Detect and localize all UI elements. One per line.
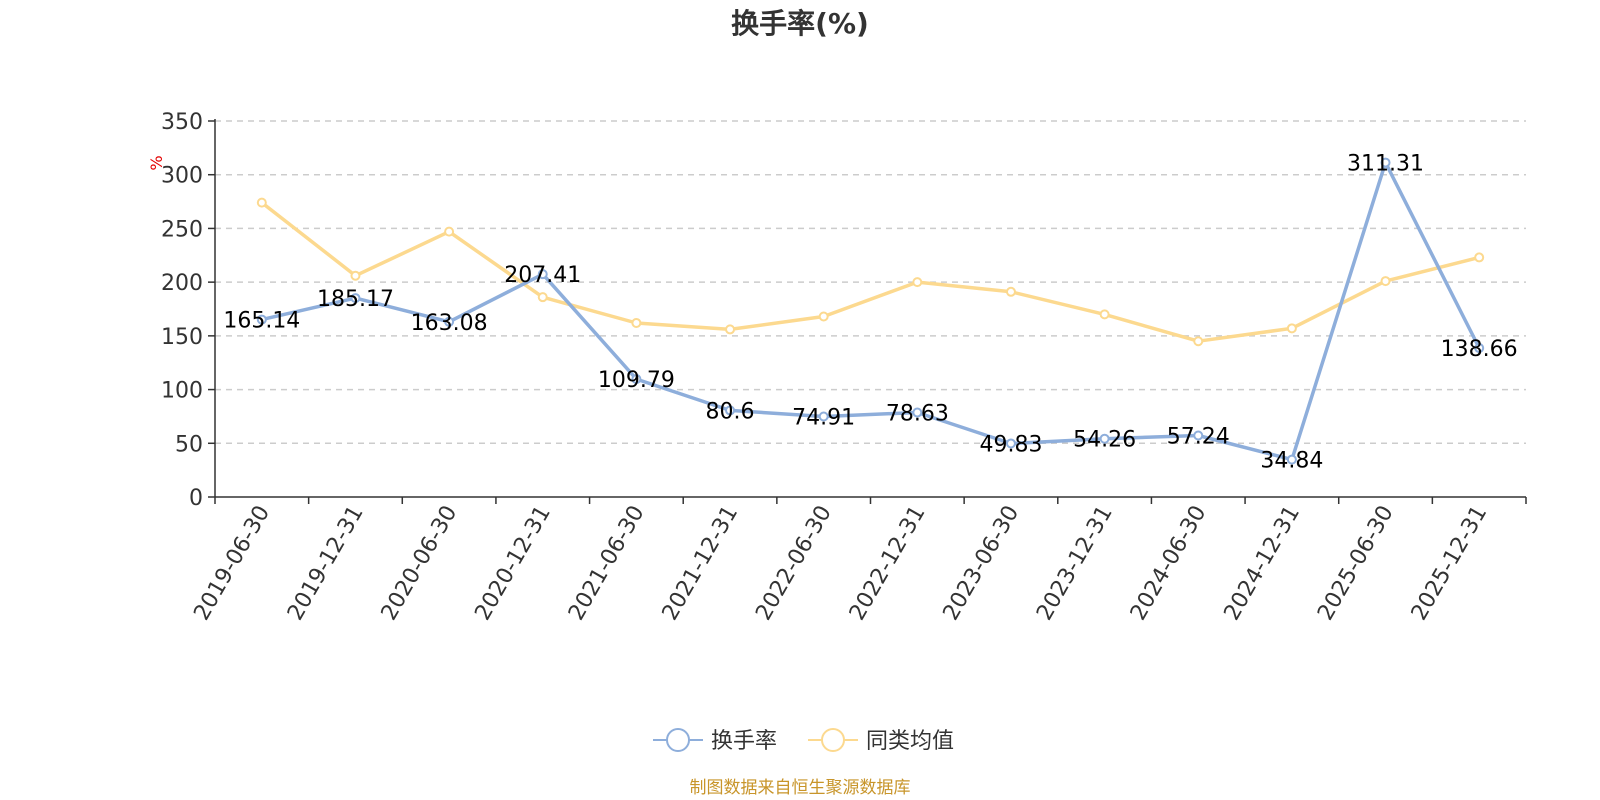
point-换手率-2025-12-31 (1474, 343, 1485, 354)
y-tick-label-250: 250 (161, 217, 203, 242)
x-tick-label-2023-12-31: 2023-12-31 (1032, 502, 1118, 625)
data-label-2019-06-30: 165.14 (223, 309, 300, 334)
point-同类均值-2024-12-31 (1286, 323, 1297, 334)
point-换手率-2023-06-30 (1005, 438, 1016, 449)
point-同类均值-2021-06-30 (631, 317, 642, 328)
y-tick-label-200: 200 (161, 271, 203, 296)
point-同类均值-2021-12-31 (725, 324, 736, 335)
legend[interactable]: 换手率 同类均值 (653, 728, 954, 754)
chart-title: 换手率(%) (731, 7, 869, 40)
point-换手率-2023-12-31 (1099, 433, 1110, 444)
data-label-2024-06-30: 57.24 (1167, 425, 1230, 450)
grid-lines (215, 120, 1526, 445)
series-line-换手率 (261, 160, 1481, 462)
data-label-2025-12-31: 138.66 (1441, 337, 1518, 362)
data-label-2020-06-30: 163.08 (411, 311, 488, 336)
point-同类均值-2022-06-30 (818, 311, 829, 322)
legend-item-换手率[interactable]: 换手率 (653, 728, 777, 754)
y-tick-label-0: 0 (189, 486, 203, 511)
x-tick-label-2022-12-31: 2022-12-31 (845, 502, 931, 625)
point-换手率-2021-06-30 (631, 374, 642, 385)
point-同类均值-2024-06-30 (1193, 336, 1204, 347)
y-tick-label-100: 100 (161, 379, 203, 404)
data-labels: 165.14 185.17 163.08 207.41 109.79 80.6 74.91 7… (223, 152, 1517, 474)
y-tick-label-150: 150 (161, 325, 203, 350)
legend-label-换手率: 换手率 (711, 729, 777, 754)
x-tick-label-2019-12-31: 2019-12-31 (283, 502, 369, 625)
point-同类均值-2020-12-31 (537, 292, 548, 303)
x-tick-label-2022-06-30: 2022-06-30 (751, 502, 837, 625)
x-tick-label-2024-12-31: 2024-12-31 (1220, 502, 1306, 625)
data-label-2023-12-31: 54.26 (1073, 428, 1136, 453)
series-同类均值 (256, 197, 1485, 347)
y-axis-unit-label: % (147, 155, 166, 170)
point-换手率-2024-12-31 (1286, 454, 1297, 465)
point-同类均值-2020-06-30 (444, 226, 455, 237)
series-layer (256, 157, 1485, 465)
series-line-同类均值 (260, 201, 1480, 343)
x-tick-label-2025-12-31: 2025-12-31 (1407, 502, 1493, 625)
data-source-note: 制图数据来自恒生聚源数据库 (690, 778, 911, 798)
data-label-2025-06-30: 311.31 (1347, 152, 1424, 177)
point-同类均值-2023-06-30 (1005, 286, 1016, 297)
point-换手率-2019-12-31 (350, 293, 361, 304)
data-label-2020-12-31: 207.41 (504, 263, 581, 288)
data-label-2021-06-30: 109.79 (598, 368, 675, 393)
x-tick-label-2024-06-30: 2024-06-30 (1126, 502, 1212, 625)
data-label-2024-12-31: 34.84 (1260, 449, 1323, 474)
point-换手率-2020-06-30 (444, 316, 455, 327)
legend-marker-换手率 (666, 728, 690, 752)
x-tick-label-2023-06-30: 2023-06-30 (939, 502, 1025, 625)
data-label-2022-12-31: 78.63 (886, 402, 949, 427)
y-tick-label-350: 350 (161, 110, 203, 135)
x-tick-label-2019-06-30: 2019-06-30 (189, 502, 275, 625)
legend-marker-同类均值 (821, 728, 845, 752)
point-换手率-2025-06-30 (1380, 157, 1391, 168)
data-label-2022-06-30: 74.91 (792, 406, 855, 431)
series-换手率 (256, 157, 1485, 465)
point-同类均值-2019-06-30 (256, 197, 267, 208)
x-tick-label-2021-06-30: 2021-06-30 (564, 502, 650, 625)
y-tick-label-300: 300 (161, 164, 203, 189)
point-同类均值-2022-12-31 (912, 277, 923, 288)
point-同类均值-2025-12-31 (1474, 252, 1485, 263)
x-tick-label-2021-12-31: 2021-12-31 (658, 502, 744, 625)
point-换手率-2022-12-31 (912, 407, 923, 418)
data-label-2023-06-30: 49.83 (979, 432, 1042, 457)
x-tick-label-2020-06-30: 2020-06-30 (377, 502, 463, 625)
x-tick-label-2025-06-30: 2025-06-30 (1313, 502, 1399, 625)
point-换手率-2022-06-30 (818, 411, 829, 422)
point-换手率-2024-06-30 (1193, 430, 1204, 441)
data-label-2021-12-31: 80.6 (706, 399, 755, 424)
y-tick-label-50: 50 (175, 432, 203, 457)
legend-item-同类均值[interactable]: 同类均值 (808, 728, 954, 754)
point-换手率-2019-06-30 (256, 314, 267, 325)
legend-label-同类均值: 同类均值 (866, 729, 954, 754)
point-同类均值-2025-06-30 (1380, 276, 1391, 287)
data-label-2019-12-31: 185.17 (317, 287, 394, 312)
x-tick-label-2020-12-31: 2020-12-31 (470, 502, 556, 625)
point-同类均值-2019-12-31 (350, 270, 361, 281)
point-换手率-2021-12-31 (725, 405, 736, 416)
point-同类均值-2023-12-31 (1099, 309, 1110, 320)
point-换手率-2020-12-31 (537, 269, 548, 280)
